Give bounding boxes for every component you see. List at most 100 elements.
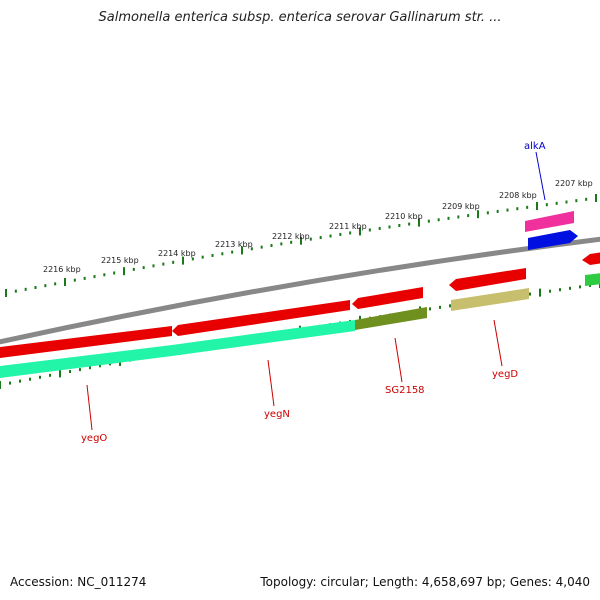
outer-tick-2 [24, 287, 27, 291]
inner-tick-53 [529, 292, 531, 296]
outer-tick-35 [349, 231, 352, 235]
outer-tick-23 [231, 250, 234, 254]
outer-tick-54 [536, 202, 538, 211]
alkA-leader-line [535, 151, 546, 201]
gene-label-alkA: alkA [524, 141, 546, 152]
yegN-leader-line [267, 359, 275, 407]
outer-tick-32 [319, 236, 322, 240]
gene-yegO-reverse-block[interactable] [0, 345, 172, 378]
outer-tick-28 [280, 242, 283, 246]
outer-scale-ticks [5, 194, 597, 297]
scale-label-2209: 2209 kbp [442, 202, 480, 211]
inner-tick-55 [549, 289, 551, 293]
topology-text: Topology: circular; Length: 4,658,697 bp… [260, 575, 590, 589]
outer-tick-52 [516, 207, 519, 211]
outer-tick-25 [250, 247, 253, 251]
accession-text: Accession: NC_011274 [10, 575, 147, 589]
gene-label-yegD: yegD [492, 369, 518, 380]
outer-tick-33 [329, 234, 332, 238]
inner-tick-10 [99, 364, 101, 368]
scale-label-2212: 2212 kbp [272, 232, 310, 241]
outer-tick-27 [270, 244, 273, 248]
yegO-leader-line [86, 384, 93, 431]
inner-tick-5 [49, 373, 51, 377]
outer-tick-12 [123, 267, 125, 276]
outer-tick-0 [5, 289, 7, 297]
outer-tick-53 [526, 205, 529, 209]
inner-tick-9 [89, 366, 91, 370]
inner-tick-6 [59, 369, 61, 378]
gene-yegD-arrow[interactable] [449, 268, 526, 291]
scale-label-2216: 2216 kbp [43, 265, 81, 274]
outer-tick-34 [339, 232, 342, 236]
outer-tick-3 [34, 285, 37, 289]
inner-tick-58 [579, 285, 581, 289]
outer-tick-42 [418, 218, 420, 227]
outer-tick-40 [398, 224, 401, 228]
outer-tick-36 [359, 227, 361, 236]
outer-tick-26 [260, 245, 263, 249]
inner-tick-54 [539, 288, 541, 297]
outer-tick-50 [496, 209, 499, 213]
outer-tick-51 [506, 208, 509, 212]
outer-tick-21 [211, 253, 214, 257]
outer-tick-29 [290, 240, 293, 244]
inner-tick-0 [0, 381, 1, 389]
gene-yegN-reverse-block[interactable] [172, 320, 355, 356]
outer-tick-43 [427, 219, 430, 223]
outer-tick-57 [565, 200, 568, 204]
gene-label-SG2158: SG2158 [385, 385, 425, 396]
gene-alkA-rna-block[interactable] [525, 211, 574, 232]
outer-tick-39 [388, 225, 391, 229]
outer-tick-31 [309, 237, 312, 241]
outer-tick-6 [64, 278, 66, 287]
outer-tick-58 [575, 199, 578, 203]
outer-tick-56 [555, 201, 558, 205]
outer-tick-13 [132, 267, 135, 271]
gene-SG2158-olive-block[interactable] [355, 307, 427, 330]
genome-title: Salmonella enterica subsp. enterica sero… [98, 10, 502, 25]
scale-label-2215: 2215 kbp [101, 256, 139, 265]
inner-tick-45 [449, 304, 451, 308]
gene-alkA-arrow[interactable] [528, 230, 578, 250]
outer-tick-4 [44, 284, 47, 288]
gene-yegN-arrow[interactable] [172, 300, 350, 336]
outer-tick-10 [103, 273, 106, 277]
gene-SG2158-arrow[interactable] [352, 287, 423, 309]
outer-tick-30 [300, 236, 302, 245]
scale-label-2210: 2210 kbp [385, 212, 423, 221]
gene-label-yegO: yegO [81, 433, 107, 444]
SG2158-leader-line [394, 337, 403, 383]
gene-yegD-khaki-block[interactable] [451, 288, 529, 311]
outer-tick-41 [408, 222, 411, 226]
yegD-leader-line [493, 319, 503, 367]
outer-tick-44 [437, 218, 440, 222]
inner-tick-59 [589, 283, 591, 287]
outer-tick-9 [93, 275, 96, 279]
gene-label-yegN: yegN [264, 409, 290, 420]
gene-right-green-block[interactable] [585, 272, 600, 286]
inner-tick-8 [79, 368, 81, 372]
scale-label-2207: 2207 kbp [555, 179, 593, 188]
outer-tick-24 [241, 246, 243, 255]
outer-tick-7 [73, 278, 76, 282]
inner-tick-57 [569, 286, 571, 290]
outer-tick-37 [368, 228, 371, 232]
outer-tick-8 [83, 276, 86, 280]
outer-tick-1 [14, 289, 17, 293]
outer-tick-16 [162, 262, 165, 266]
outer-tick-60 [595, 194, 597, 202]
outer-tick-17 [172, 260, 175, 264]
outer-tick-47 [467, 214, 470, 218]
inner-tick-1 [9, 381, 11, 385]
inner-tick-56 [559, 288, 561, 292]
outer-tick-20 [201, 255, 204, 259]
inner-tick-43 [429, 307, 431, 311]
outer-tick-19 [191, 257, 194, 261]
outer-tick-55 [545, 203, 548, 207]
gene-right-red-arrow[interactable] [582, 251, 600, 265]
gene-yegO-arrow[interactable] [0, 326, 172, 358]
outer-tick-14 [142, 266, 145, 270]
